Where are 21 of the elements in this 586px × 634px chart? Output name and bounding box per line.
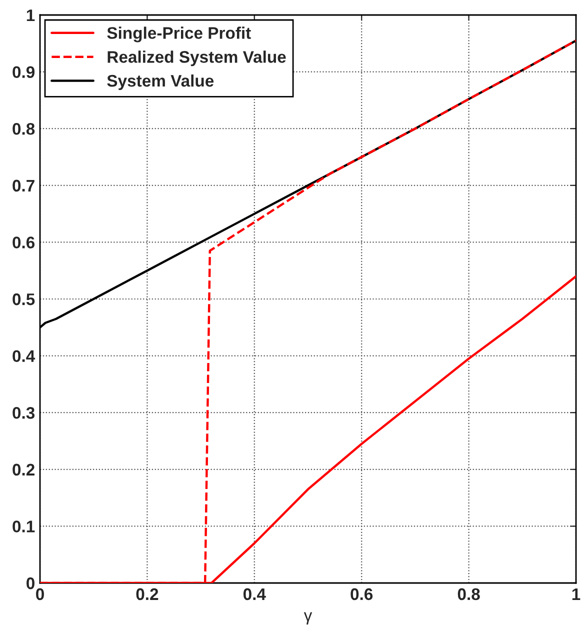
y-tick-label: 0.3 — [12, 407, 35, 419]
x-tick-label: 0 — [36, 588, 44, 600]
x-tick-label: 0.8 — [458, 588, 480, 600]
y-tick-label: 0.8 — [12, 123, 35, 135]
legend-label: System Value — [107, 74, 214, 90]
y-tick-label: 0.4 — [12, 350, 36, 362]
legend-label: Realized System Value — [108, 50, 286, 66]
y-tick-label: 0.7 — [12, 180, 34, 192]
x-axis-title: γ — [304, 612, 312, 624]
legend-label: Single-Price Profit — [107, 26, 251, 42]
y-tick-label: 1 — [26, 10, 35, 22]
y-tick-label: 0.6 — [12, 236, 35, 248]
y-tick-label: 0.2 — [12, 464, 34, 476]
x-tick-label: 0.6 — [350, 588, 373, 600]
x-tick-label: 1 — [572, 588, 580, 600]
y-tick-label: 0.9 — [12, 66, 35, 78]
y-tick-label: 0 — [26, 577, 34, 590]
y-tick-label: 0.1 — [12, 520, 35, 532]
x-tick-label: 0.2 — [136, 588, 158, 600]
y-tick-label: 0.5 — [12, 293, 35, 306]
x-tick-label: 0.4 — [243, 588, 266, 600]
